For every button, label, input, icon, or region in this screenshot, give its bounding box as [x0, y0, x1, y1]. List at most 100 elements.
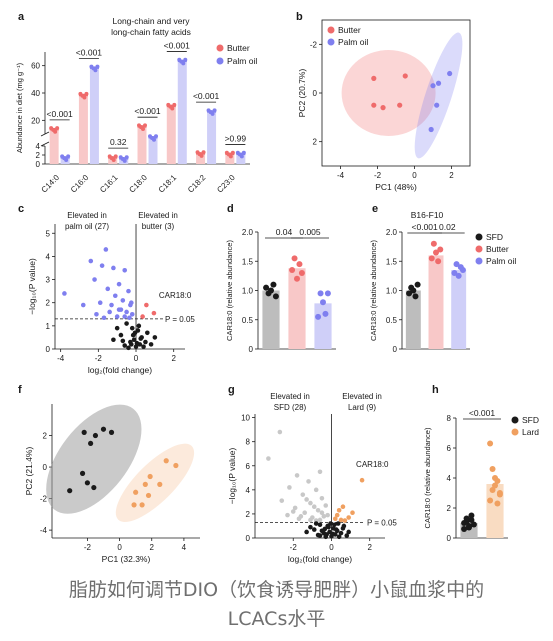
panel-b-point [435, 80, 442, 86]
panel-a-xtick-label: C18:1 [157, 173, 179, 195]
panel-a-pvalue-label: <0.001 [193, 91, 220, 101]
panel-g-ytick-label: 4 [246, 486, 251, 495]
panel-f-xtick-label: -2 [84, 543, 92, 552]
panel-a-xtick-label: C18:2 [186, 173, 208, 195]
panel-h-pvalue-label: <0.001 [469, 408, 496, 418]
panel-c-ytick-label: 4 [46, 252, 51, 261]
panel-g-point [304, 497, 309, 502]
panel-h-point [461, 520, 468, 526]
panel-f-point [108, 429, 115, 435]
panel-c-point [124, 309, 129, 315]
panel-c-point [118, 332, 124, 338]
panel-g-point [330, 531, 335, 537]
panel-g-xlabel: log₂(fold change) [288, 554, 352, 564]
panel-a-point [110, 156, 115, 161]
panel-c-ytick-label: 0 [46, 345, 51, 354]
panel-c-xtick-label: 0 [134, 354, 139, 363]
panel-c-point [151, 310, 157, 316]
panel-g-point [325, 512, 330, 518]
panel-e-ytick-label: 1.5 [386, 257, 398, 266]
panel-g-point [292, 505, 298, 511]
panel-f-point [139, 502, 145, 508]
panel-a-point [212, 108, 217, 113]
panel-a-point [55, 126, 60, 131]
panel-a-bar [196, 154, 206, 164]
panel-d-point [289, 267, 296, 274]
panel-c-point [107, 309, 112, 315]
panel-g-point [306, 479, 311, 484]
panel-c-point [141, 344, 146, 349]
panel-g-point [341, 523, 347, 529]
panel-a-bar [137, 127, 147, 164]
panel-e-point [428, 255, 435, 262]
panel-c-xtick-label: -2 [95, 354, 103, 363]
panel-a-point [113, 154, 118, 159]
panel-e-point [433, 249, 439, 256]
panel-d-ytick-label: 2.0 [242, 228, 254, 237]
panel-e-legend-marker [475, 233, 483, 241]
panel-a-bar [89, 68, 99, 164]
panel-g-point [346, 529, 351, 535]
panel-g-point [350, 510, 355, 516]
panel-e-ytick-label: 0.5 [386, 316, 398, 325]
panel-c-point [97, 300, 103, 306]
panel-g-point [323, 503, 329, 508]
panel-h-point [494, 478, 501, 484]
panel-c-point [140, 314, 145, 319]
panel-c-ytick-label: 1 [46, 322, 51, 331]
panel-a-point [180, 59, 185, 64]
panel-c-point [132, 330, 138, 336]
panel-h-point [487, 497, 494, 504]
panel-a-point [169, 104, 174, 109]
panel-f-xtick-label: 0 [117, 543, 122, 552]
panel-c-point [94, 311, 99, 317]
panel-f-point [92, 432, 99, 439]
panel-h-point [494, 500, 501, 507]
panel-c-point [103, 247, 109, 252]
panel-h-ytick-label: 0 [447, 534, 452, 543]
panel-a-pvalue-label: >0.99 [225, 134, 247, 144]
panel-f-point [67, 488, 73, 494]
panel-g-point [317, 469, 323, 475]
panel-g-point [279, 498, 285, 503]
figure-caption: 脂肪如何调节DIO（饮食诱导肥胖）小鼠血浆中的 LCACs水平 [0, 576, 553, 634]
panel-c-point [122, 314, 128, 319]
panel-g-point [285, 512, 290, 518]
panel-b-legend-label: Butter [338, 25, 361, 35]
panel-c-left-label-1: Elevated in [67, 211, 107, 220]
panel-c-point [111, 265, 116, 271]
panel-g-highlight-label: CAR18:0 [356, 460, 389, 469]
panel-a-xtick-label: C16:0 [69, 173, 91, 195]
panel-g-xtick-label: 0 [329, 543, 334, 552]
panel-h-legend-marker [511, 416, 519, 424]
panel-a-point [81, 93, 86, 98]
panel-f-ytick-label: 0 [43, 463, 48, 472]
panel-g-point [328, 521, 333, 526]
panel-b-ytick-label: 0 [313, 89, 318, 98]
caption-line-2: LCACs水平 [227, 608, 326, 630]
panel-f-point [145, 492, 152, 499]
panel-e-point [414, 281, 421, 288]
panel-e-bar [405, 290, 421, 349]
panel-h-ytick-label: 2 [447, 504, 452, 513]
panel-b-xtick-label: 2 [449, 171, 454, 180]
panel-b-butter-ellipse [341, 50, 436, 136]
panel-f-ytick-label: -2 [40, 495, 48, 504]
panel-c-point [148, 342, 154, 347]
panel-g-point [336, 534, 342, 540]
panel-d-point [294, 275, 300, 282]
panel-e-pvalue-label: <0.001 [412, 222, 439, 232]
panel-a-pvalue-label: <0.001 [164, 41, 191, 51]
panel-a-point [52, 127, 57, 132]
panel-g-point [342, 518, 348, 523]
panel-h-point [463, 515, 470, 522]
panel-d-pvalue-label: 0.005 [299, 227, 321, 237]
panel-b-xtick-label: -2 [374, 171, 382, 180]
panel-c-point [129, 311, 135, 317]
panel-g-ytick-label: 6 [246, 462, 251, 471]
panel-d-letter: d [227, 203, 234, 215]
panel-d-pvalue-label: 0.04 [276, 227, 293, 237]
panel-d-point [324, 290, 331, 297]
panel-d-point [320, 299, 326, 306]
